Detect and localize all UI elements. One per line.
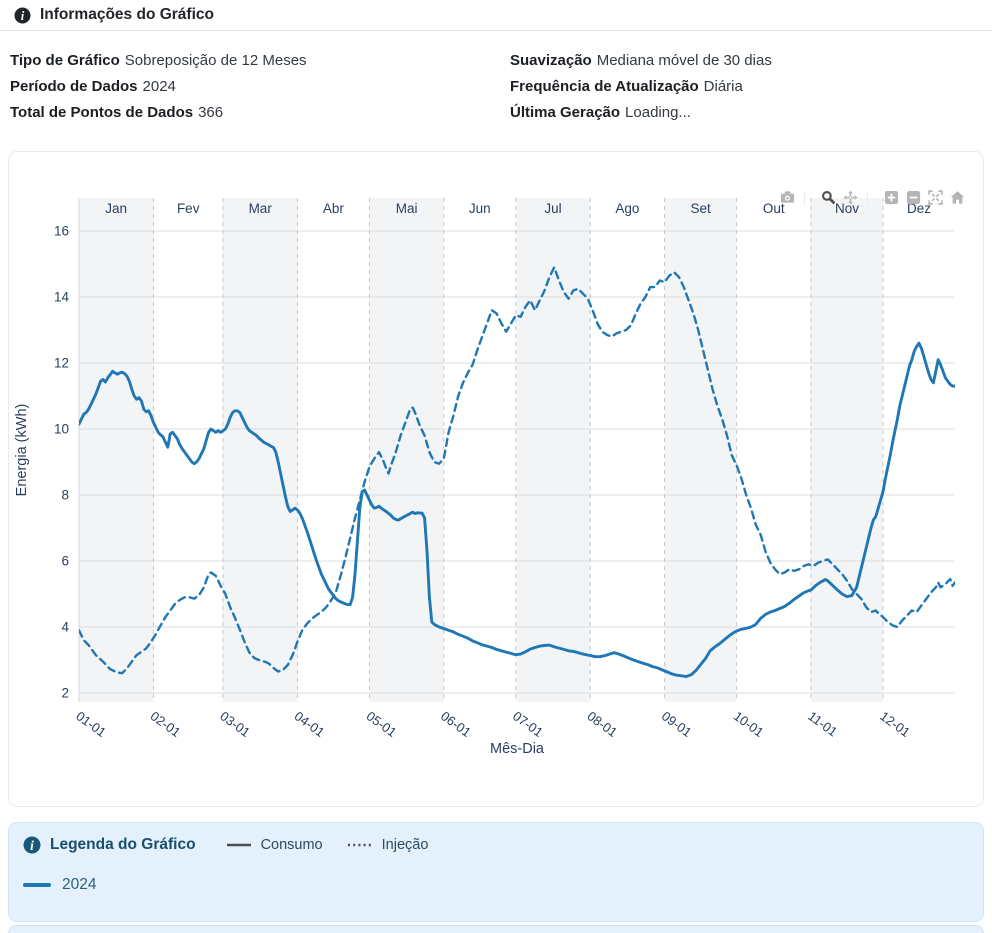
- y-tick-label: 10: [54, 422, 69, 437]
- y-tick-label: 4: [61, 620, 69, 635]
- month-band-set: [664, 198, 737, 702]
- y-tick-label: 8: [61, 488, 69, 503]
- info-row: Tipo de Gráfico Sobreposição de 12 Meses: [10, 52, 307, 69]
- home-icon: [950, 191, 965, 204]
- legend-title: Legenda do Gráfico: [50, 836, 196, 853]
- legend-year-label: 2024: [62, 876, 97, 893]
- reset-axes-button[interactable]: [948, 188, 967, 207]
- legend-item-label: Injeção: [381, 837, 429, 853]
- modebar-separator: [867, 190, 879, 205]
- month-label: Abr: [323, 201, 345, 216]
- legend-items: Consumo Injeção: [226, 837, 443, 853]
- month-label: Ago: [615, 201, 639, 216]
- x-tick-label: 09-01: [659, 708, 695, 740]
- zoom-out-button[interactable]: [904, 188, 923, 207]
- info-row: Última Geração Loading...: [510, 104, 691, 121]
- y-tick-label: 12: [54, 356, 69, 371]
- x-axis-title: Mês-Dia: [490, 741, 545, 757]
- solid-line-swatch-icon: [226, 843, 251, 847]
- modebar-separator: [804, 190, 816, 205]
- month-label: Fev: [177, 201, 200, 216]
- x-tick-label: 05-01: [364, 708, 400, 740]
- x-tick-label: 07-01: [510, 708, 546, 740]
- zoom-mode-button[interactable]: [819, 188, 838, 207]
- x-tick-label: 04-01: [292, 708, 328, 740]
- month-label: Jul: [544, 201, 561, 216]
- svg-text:i: i: [30, 838, 34, 853]
- x-tick-label: 11-01: [805, 708, 840, 739]
- legend-year-row: 2024: [23, 876, 969, 894]
- autoscale-button[interactable]: [926, 188, 945, 207]
- y-tick-label: 14: [54, 290, 70, 305]
- legend-item-consumo: Consumo: [226, 837, 323, 853]
- year-line-swatch-icon: [23, 882, 51, 888]
- legend-item-label: Consumo: [260, 837, 323, 853]
- y-axis-title: Energia (kWh): [14, 404, 30, 497]
- legend-panel: i Legenda do Gráfico Consumo Injeção 2024: [8, 822, 984, 922]
- info-row: Total de Pontos de Dados 366: [10, 104, 224, 121]
- svg-text:i: i: [21, 9, 25, 23]
- y-tick-label: 6: [61, 554, 69, 569]
- info-column-left: Tipo de Gráfico Sobreposição de 12 Meses P…: [10, 48, 510, 126]
- month-band-jul: [515, 198, 591, 702]
- pan-mode-button[interactable]: [841, 188, 860, 207]
- month-label: Set: [690, 201, 711, 216]
- chart-card: 2 4 6 8 10 12 14 16 Jan Fev Mar Abr Mai Jun Jul Ago Set O…: [8, 151, 984, 807]
- x-tick-label: 06-01: [438, 708, 474, 740]
- plotly-modebar: [775, 188, 967, 207]
- month-label: Mai: [396, 201, 418, 216]
- info-circle-icon: i: [14, 7, 31, 23]
- month-label: Mar: [249, 201, 273, 216]
- info-row: Frequência de Atualização Diária: [510, 78, 743, 95]
- month-label: Jan: [105, 201, 127, 216]
- dotted-line-swatch-icon: [347, 843, 372, 847]
- series-line-consumo: [79, 341, 955, 678]
- month-band-nov: [811, 198, 883, 702]
- month-label: Dez: [907, 201, 931, 216]
- month-label: Nov: [835, 201, 859, 216]
- month-label: Out: [763, 201, 785, 216]
- x-tick-label: 12-01: [877, 708, 913, 740]
- pan-icon: [843, 190, 858, 205]
- info-row: Período de Dados 2024: [10, 78, 176, 95]
- y-tick-label: 2: [61, 686, 69, 701]
- legend-item-injecao: Injeção: [347, 837, 429, 853]
- zoom-icon: [822, 191, 836, 205]
- x-tick-label: 02-01: [148, 708, 184, 740]
- info-header: i Informações do Gráfico: [0, 0, 992, 31]
- zoom-out-icon: [906, 190, 921, 205]
- chart-svg[interactable]: 2 4 6 8 10 12 14 16 Jan Fev Mar Abr Mai Jun Jul Ago Set O…: [9, 152, 983, 806]
- download-plot-button[interactable]: [778, 188, 797, 207]
- page-title: Informações do Gráfico: [40, 6, 214, 23]
- series-line-injeção: [79, 266, 955, 675]
- x-tick-label: 01-01: [73, 708, 109, 740]
- info-column-right: Suavização Mediana móvel de 30 dias Frequê…: [510, 48, 982, 126]
- autoscale-icon: [928, 190, 943, 205]
- x-tick-label: 08-01: [584, 708, 620, 740]
- plot-drag-area[interactable]: [79, 198, 955, 702]
- x-tick-label: 03-01: [217, 708, 253, 740]
- zoom-in-icon: [884, 190, 899, 205]
- month-band-jan: [79, 198, 154, 702]
- info-row: Suavização Mediana móvel de 30 dias: [510, 52, 772, 69]
- y-tick-label: 16: [54, 224, 69, 239]
- info-circle-icon: i: [23, 836, 41, 854]
- zoom-in-button[interactable]: [882, 188, 901, 207]
- next-panel-edge: [8, 925, 984, 933]
- month-label: Jun: [469, 201, 491, 216]
- x-tick-label: 10-01: [731, 708, 767, 740]
- chart-info-panel: Tipo de Gráfico Sobreposição de 12 Meses P…: [0, 31, 992, 126]
- camera-icon: [780, 191, 795, 203]
